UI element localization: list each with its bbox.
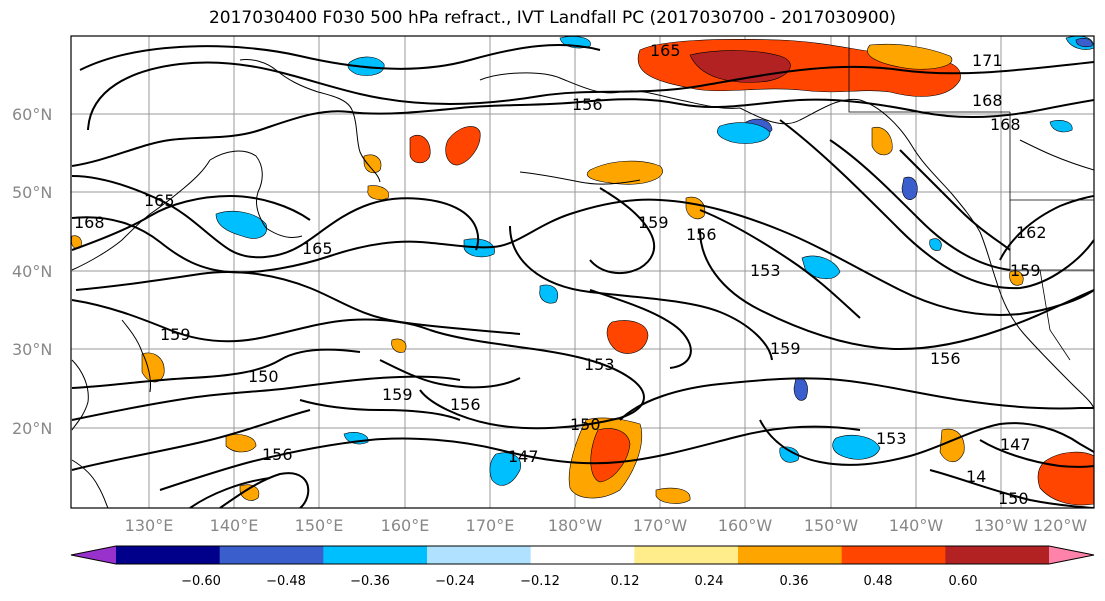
colorbar-segment xyxy=(530,546,635,564)
contour-label: 168 xyxy=(990,115,1021,134)
contour-label: 14 xyxy=(966,467,986,486)
colorbar-segment xyxy=(323,546,428,564)
contour-label: 153 xyxy=(876,429,907,448)
colorbar xyxy=(70,545,1095,565)
contour-label: 147 xyxy=(508,447,539,466)
lat-label: 60°N xyxy=(12,105,52,124)
colorbar-extend-high xyxy=(1049,546,1094,564)
contour-label: 150 xyxy=(248,367,279,386)
colorbar-segment xyxy=(841,546,946,564)
lon-label: 130°E xyxy=(125,516,174,535)
colorbar-segment xyxy=(116,546,221,564)
coastlines xyxy=(71,59,1094,508)
contour-label: 171 xyxy=(972,51,1003,70)
colorbar-tick-label: −0.48 xyxy=(266,574,306,589)
contour-label: 156 xyxy=(572,95,603,114)
colorbar-extend-low xyxy=(71,546,116,564)
contour-label: 159 xyxy=(1010,261,1041,280)
contour-label: 153 xyxy=(750,261,781,280)
colorbar-tick-label: −0.60 xyxy=(181,574,221,589)
contour-label: 168 xyxy=(74,213,105,232)
colorbar-segment xyxy=(738,546,843,564)
contour-label: 165 xyxy=(650,41,681,60)
plot-frame xyxy=(70,35,1095,509)
lat-label: 30°N xyxy=(12,340,52,359)
lon-label: 160°W xyxy=(718,516,773,535)
contour-label: 159 xyxy=(638,213,669,232)
contour-label: 159 xyxy=(770,339,801,358)
lon-label: 140°W xyxy=(889,516,944,535)
contour-labels: 165 171 168 168 156 168 165 165 159 156 … xyxy=(74,41,1047,508)
lon-label: 120°W xyxy=(1033,516,1088,535)
lat-label: 50°N xyxy=(12,183,52,202)
colorbar-segment xyxy=(634,546,739,564)
longitude-labels: 130°E 140°E 150°E 160°E 170°E 180°W 170°… xyxy=(125,516,1088,535)
lon-label: 170°W xyxy=(633,516,688,535)
lon-label: 140°E xyxy=(210,516,259,535)
colorbar-tick-label: −0.12 xyxy=(520,574,560,589)
contour-label: 156 xyxy=(930,349,961,368)
lon-label: 180°W xyxy=(548,516,603,535)
lat-label: 40°N xyxy=(12,262,52,281)
contour-label: 162 xyxy=(1016,223,1047,242)
map-title: 2017030400 F030 500 hPa refract., IVT La… xyxy=(208,8,896,28)
contour-label: 168 xyxy=(972,91,1003,110)
negative-anomaly-fill xyxy=(215,36,1094,486)
contour-label: 165 xyxy=(144,191,175,210)
colorbar-tick-label: −0.24 xyxy=(435,574,475,589)
refractivity-contours xyxy=(71,44,1094,508)
lon-label: 150°E xyxy=(295,516,344,535)
colorbar-tick-label: 0.48 xyxy=(864,574,893,589)
lon-label: 160°E xyxy=(381,516,430,535)
contour-label: 150 xyxy=(570,415,601,434)
colorbar-tick-label: 0.12 xyxy=(611,574,640,589)
contour-label: 147 xyxy=(1000,435,1031,454)
contour-label: 159 xyxy=(382,385,413,404)
colorbar-segment xyxy=(945,546,1050,564)
contour-label: 150 xyxy=(998,489,1029,508)
lon-label: 150°W xyxy=(804,516,859,535)
lon-label: 170°E xyxy=(466,516,515,535)
lon-label: 130°W xyxy=(974,516,1029,535)
colorbar-tick-label: 0.36 xyxy=(780,574,809,589)
contour-label: 156 xyxy=(450,395,481,414)
borders xyxy=(848,36,1094,361)
latitude-labels: 60°N 50°N 40°N 30°N 20°N xyxy=(12,105,52,438)
colorbar-tick-label: −0.36 xyxy=(350,574,390,589)
colorbar-tick-labels: −0.60 −0.48 −0.36 −0.24 −0.12 0.12 0.24 … xyxy=(181,574,977,589)
colorbar-segment xyxy=(427,546,532,564)
colorbar-tick-label: 0.24 xyxy=(695,574,724,589)
lat-label: 20°N xyxy=(12,419,52,438)
colorbar-tick-label: 0.60 xyxy=(949,574,978,589)
contour-label: 156 xyxy=(262,445,293,464)
colorbar-outline xyxy=(70,545,1095,565)
contour-label: 156 xyxy=(686,225,717,244)
contour-label: 153 xyxy=(584,355,615,374)
contour-label: 159 xyxy=(160,325,191,344)
contour-label: 165 xyxy=(302,239,333,258)
colorbar-segment xyxy=(219,546,324,564)
